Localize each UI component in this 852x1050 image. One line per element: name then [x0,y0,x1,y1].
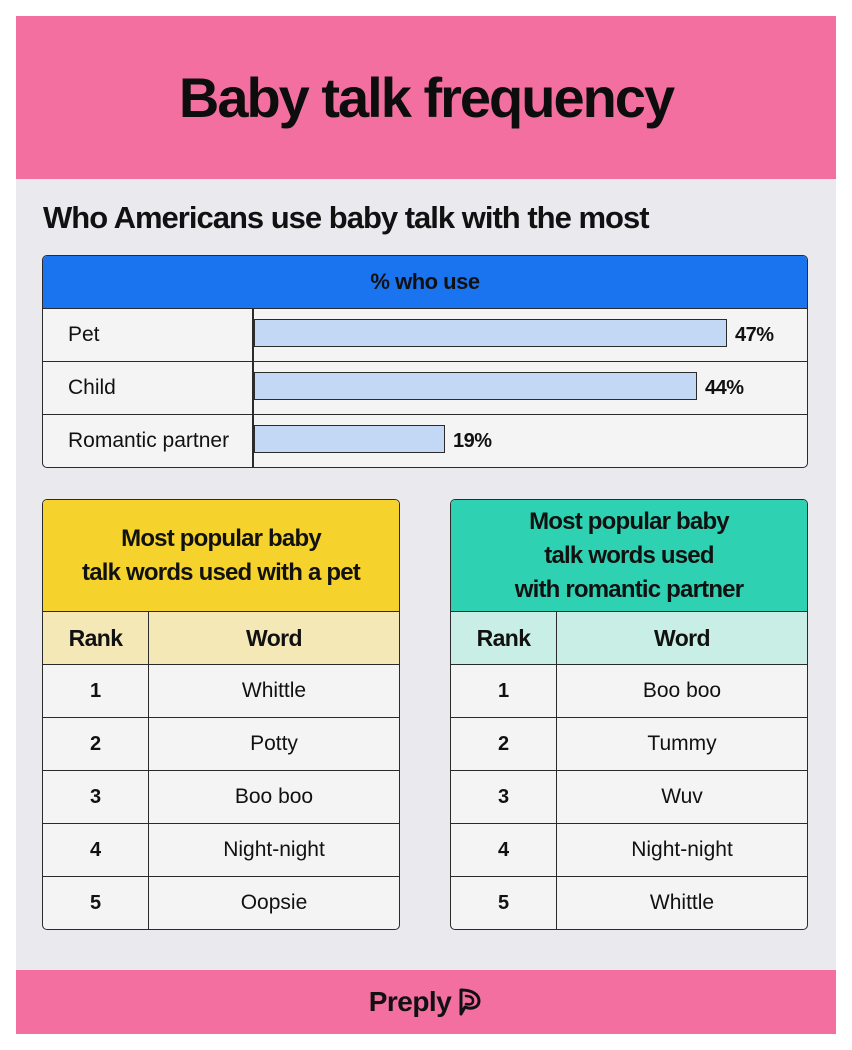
header-banner: Baby talk frequency [16,16,836,179]
partner-rank-header: Rank [451,612,557,664]
rank-cell: 1 [451,665,557,717]
partner-word-header: Word [654,624,711,651]
rank-cell: 3 [451,771,557,823]
bar [254,372,697,400]
pet-title-line-1: Most popular baby [121,524,322,552]
rank-cell: 1 [43,665,149,717]
bar-value-label: 47% [735,324,774,346]
table-row: 2 Potty [43,718,399,771]
word-cell: Night-night [223,838,325,861]
word-cell: Whittle [649,891,715,914]
partner-table-title: Most popular baby talk words used with r… [451,500,807,612]
table-row: 3 Boo boo [43,771,399,824]
rank-cell: 2 [451,718,557,770]
pet-table-header-row: Rank Word [43,612,399,665]
pet-title-line-2: talk words used with a pet [82,558,361,586]
table-row: 4 Night-night [451,824,807,877]
bar-category-label: Pet [68,323,100,346]
table-row: 5 Whittle [451,877,807,929]
table-row: 4 Night-night [43,824,399,877]
word-cell: Boo boo [234,785,314,808]
pet-table-body: 1 Whittle 2 Potty 3 Boo boo 4 Night-night 5 Oopsi… [43,665,399,929]
word-cell: Whittle [241,679,307,702]
infographic: Baby talk frequency Who Americans use ba… [16,16,836,1034]
partner-words-table: Most popular baby talk words used with r… [450,499,808,930]
pet-words-table: Most popular baby talk words used with a… [42,499,400,930]
preply-logo-icon [459,988,481,1016]
pet-word-header: Word [246,624,303,651]
bar-category-label: Child [68,376,116,399]
rank-cell: 2 [43,718,149,770]
bar-row-divider [252,415,254,467]
table-row: 2 Tummy [451,718,807,771]
footer-banner: Preply [16,970,836,1034]
rank-cell: 3 [43,771,149,823]
bar [254,319,727,347]
partner-title-line-2: talk words used [544,541,714,569]
rank-cell: 5 [451,877,557,929]
bar-row: Romantic partner 19% [43,415,807,467]
bar-chart-rows: Pet 47% Child 44% Romantic partner 19% [43,309,807,467]
bar-track: 47% [254,309,806,361]
rank-cell: 5 [43,877,149,929]
word-cell: Tummy [647,732,717,755]
word-cell: Wuv [661,785,703,808]
bar-row-divider [252,362,254,414]
table-row: 5 Oopsie [43,877,399,929]
bar-chart: % who use Pet 47% Child 44% Romantic partner… [42,255,808,468]
bar-track: 44% [254,362,806,414]
bar-row-divider [252,309,254,361]
brand-name: Preply [368,986,452,1017]
bar-chart-header: % who use [43,256,807,309]
bar-value-label: 44% [705,377,744,399]
partner-title-line-1: Most popular baby [529,507,730,535]
partner-title-line-3: with romantic partner [514,575,744,603]
partner-table-body: 1 Boo boo 2 Tummy 3 Wuv 4 Night-night 5 Whittle [451,665,807,929]
bar-row: Pet 47% [43,309,807,362]
table-row: 3 Wuv [451,771,807,824]
bar-track: 19% [254,415,806,467]
rank-cell: 4 [43,824,149,876]
word-cell: Potty [250,732,298,755]
table-row: 1 Boo boo [451,665,807,718]
chart-subtitle: Who Americans use baby talk with the mos… [43,200,650,235]
bar [254,425,445,453]
partner-table-header-row: Rank Word [451,612,807,665]
page-title: Baby talk frequency [178,66,675,129]
bar-value-label: 19% [453,430,492,452]
rank-cell: 4 [451,824,557,876]
pet-rank-header: Rank [43,612,149,664]
bar-row: Child 44% [43,362,807,415]
word-cell: Night-night [631,838,733,861]
word-cell: Oopsie [240,891,308,914]
bar-category-label: Romantic partner [68,429,230,452]
word-cell: Boo boo [642,679,722,702]
pet-table-title: Most popular baby talk words used with a… [43,500,399,612]
table-row: 1 Whittle [43,665,399,718]
